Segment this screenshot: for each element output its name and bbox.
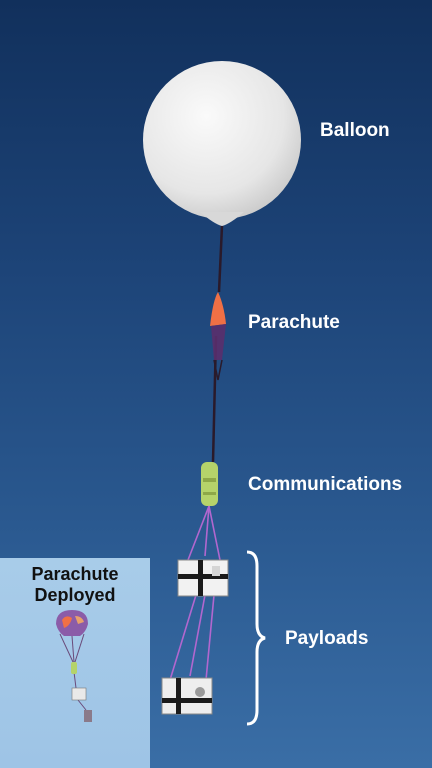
payload-upper-graphic (177, 559, 229, 597)
parachute-graphic (210, 292, 226, 381)
deployed-payload-upper (71, 687, 87, 701)
balloon-graphic (143, 61, 301, 226)
inset-title: Parachute Deployed (0, 564, 150, 606)
parachute-label: Parachute (248, 312, 340, 333)
deployed-suspension-lines (59, 633, 87, 711)
communications-graphic (201, 462, 218, 506)
deployed-payload-lower (84, 710, 92, 722)
deployed-parachute-graphic (56, 610, 88, 636)
payload-rigging (169, 505, 221, 681)
parachute-deployed-inset: Parachute Deployed (0, 558, 150, 768)
payload-lower-graphic (161, 677, 213, 715)
payloads-bracket (246, 550, 266, 726)
communications-label: Communications (248, 474, 403, 495)
deployed-communications-graphic (71, 662, 77, 674)
payloads-label: Payloads (285, 628, 369, 649)
balloon-label: Balloon (320, 120, 390, 141)
inset-title-line2: Deployed (34, 585, 116, 605)
deployed-flight-train-graphic (56, 610, 92, 722)
inset-title-line1: Parachute (31, 564, 119, 584)
